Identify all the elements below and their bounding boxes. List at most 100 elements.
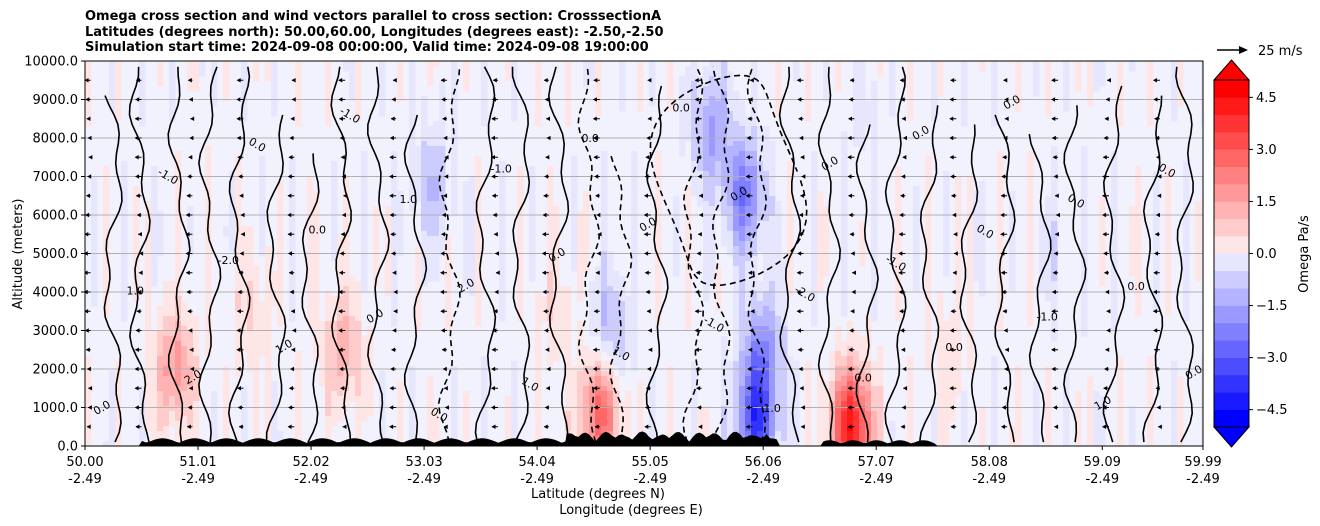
omega-cell xyxy=(1009,271,1016,277)
omega-cell xyxy=(439,191,446,197)
omega-cell xyxy=(697,131,704,137)
omega-cell xyxy=(499,301,506,307)
omega-cell xyxy=(739,291,746,297)
omega-cell xyxy=(313,271,320,277)
omega-cell xyxy=(589,356,596,362)
omega-cell xyxy=(265,271,272,277)
omega-cell xyxy=(973,271,980,277)
omega-cell xyxy=(151,261,158,267)
omega-cell xyxy=(937,391,944,397)
omega-cell xyxy=(223,386,230,392)
omega-cell xyxy=(445,266,452,272)
omega-cell xyxy=(385,221,392,227)
omega-cell xyxy=(205,346,212,352)
omega-cell xyxy=(967,291,974,297)
omega-cell xyxy=(361,226,368,232)
omega-cell xyxy=(187,226,194,232)
omega-cell xyxy=(769,256,776,262)
omega-cell xyxy=(925,331,932,337)
omega-cell xyxy=(703,171,710,177)
omega-cell xyxy=(595,61,602,67)
omega-cell xyxy=(139,106,146,112)
omega-cell xyxy=(121,261,128,267)
omega-cell xyxy=(685,206,692,212)
omega-cell xyxy=(913,201,920,207)
omega-cell xyxy=(517,301,524,307)
omega-cell xyxy=(475,161,482,167)
omega-cell xyxy=(115,421,122,427)
omega-cell xyxy=(781,411,788,417)
omega-cell xyxy=(703,191,710,197)
omega-cell xyxy=(361,381,368,387)
omega-cell xyxy=(727,146,734,152)
omega-cell xyxy=(733,206,740,212)
omega-cell xyxy=(979,231,986,237)
omega-cell xyxy=(787,266,794,272)
omega-cell xyxy=(871,121,878,127)
omega-cell xyxy=(241,91,248,97)
omega-cell xyxy=(721,96,728,102)
omega-cell xyxy=(205,351,212,357)
omega-cell xyxy=(421,236,428,242)
omega-cell xyxy=(205,211,212,217)
omega-cell xyxy=(277,301,284,307)
omega-cell xyxy=(853,331,860,337)
omega-cell xyxy=(763,381,770,387)
omega-cell xyxy=(553,301,560,307)
omega-cell xyxy=(379,426,386,432)
omega-cell xyxy=(397,431,404,437)
omega-cell xyxy=(691,61,698,67)
omega-cell xyxy=(703,146,710,152)
omega-cell xyxy=(529,256,536,262)
omega-cell xyxy=(745,151,752,157)
omega-cell xyxy=(331,361,338,367)
omega-cell xyxy=(175,291,182,297)
omega-cell xyxy=(211,76,218,82)
omega-cell xyxy=(229,206,236,212)
omega-cell xyxy=(439,101,446,107)
omega-cell xyxy=(781,291,788,297)
omega-cell xyxy=(841,436,848,442)
omega-cell xyxy=(943,436,950,442)
omega-cell xyxy=(193,76,200,82)
omega-cell xyxy=(133,236,140,242)
omega-cell xyxy=(733,421,740,427)
omega-cell xyxy=(763,406,770,412)
omega-cell xyxy=(751,126,758,132)
omega-cell xyxy=(547,276,554,282)
omega-cell xyxy=(631,176,638,182)
omega-cell xyxy=(673,261,680,267)
omega-cell xyxy=(763,416,770,422)
omega-cell xyxy=(223,91,230,97)
omega-cell xyxy=(247,361,254,367)
omega-cell xyxy=(691,66,698,72)
omega-cell xyxy=(379,376,386,382)
omega-cell xyxy=(241,116,248,122)
omega-cell xyxy=(961,101,968,107)
omega-cell xyxy=(763,246,770,252)
omega-cell xyxy=(943,416,950,422)
omega-cell xyxy=(253,406,260,412)
omega-cell xyxy=(769,301,776,307)
omega-cell xyxy=(133,266,140,272)
omega-cell xyxy=(445,271,452,277)
omega-cell xyxy=(439,246,446,252)
omega-cell xyxy=(871,216,878,222)
omega-cell xyxy=(163,341,170,347)
omega-cell xyxy=(967,261,974,267)
omega-cell xyxy=(1027,281,1034,287)
omega-cell xyxy=(187,416,194,422)
omega-cell xyxy=(277,181,284,187)
omega-cell xyxy=(709,106,716,112)
omega-cell xyxy=(757,206,764,212)
omega-cell xyxy=(727,76,734,82)
omega-cell xyxy=(871,301,878,307)
omega-cell xyxy=(703,266,710,272)
omega-cell xyxy=(175,346,182,352)
omega-cell xyxy=(367,356,374,362)
omega-cell xyxy=(511,101,518,107)
omega-cell xyxy=(823,71,830,77)
omega-cell xyxy=(763,291,770,297)
omega-cell xyxy=(229,241,236,247)
omega-cell xyxy=(265,66,272,72)
